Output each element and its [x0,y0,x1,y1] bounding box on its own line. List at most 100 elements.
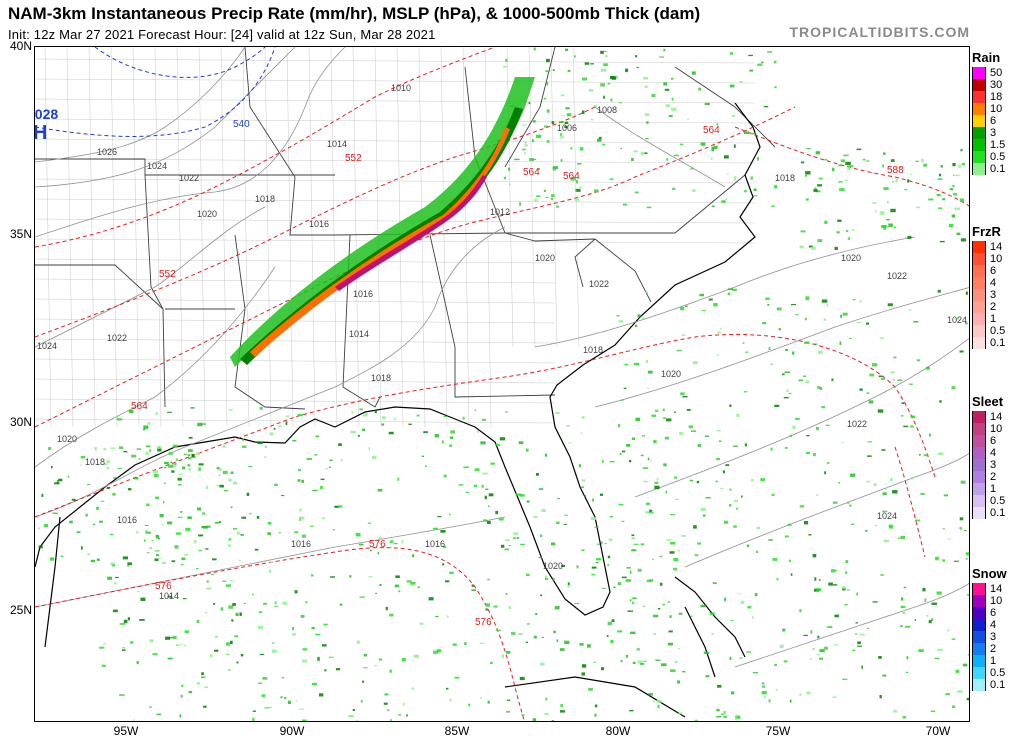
legend-swatch [972,151,986,163]
isobar-label: 1018 [85,457,105,467]
lon-label-95w: 95W [113,724,139,738]
legend-label: 6 [990,607,997,619]
legend-row: 6 [972,265,1024,277]
isobar-label: 1014 [159,591,179,601]
legend-swatch [972,163,986,175]
legend-swatch [972,91,986,103]
legend-title: Rain [972,50,1001,65]
isobar-label: 1026 [97,147,117,157]
legend-label: 6 [990,435,997,447]
thickness-label: 564 [563,171,580,182]
legend-label: 14 [990,583,1003,595]
isobars [35,47,969,668]
legend-label: 6 [990,115,997,127]
legend-row: 4 [972,619,1024,631]
thickness-label: 576 [369,539,386,550]
isobar-label: 1020 [543,561,563,571]
legend-label: 3 [990,127,997,139]
isobar-label: 1024 [147,161,167,171]
legend-label: 0.1 [990,679,1006,691]
legend-label: 3 [990,289,997,301]
legend-label: 0.1 [990,337,1006,349]
cold-thickness-line [35,47,276,137]
legend-swatch [972,127,986,139]
legend-title: FrzR [972,224,1001,239]
isobar-label: 1014 [349,329,369,339]
isobar-label: 1016 [353,289,373,299]
thickness-label: 540 [233,119,250,130]
legend-title: Snow [972,566,1007,581]
isobar-label: 1012 [490,207,510,217]
legend-swatch [972,655,986,667]
legend-row: 2 [972,471,1024,483]
legend-swatch [972,115,986,127]
legend-row: 50 [972,67,1024,79]
legend-label: 0.1 [990,163,1006,175]
legend-label: 4 [990,619,997,631]
legend-row: 0.5 [972,495,1024,507]
legend-swatch [972,67,986,79]
legend-label: 10 [990,253,1003,265]
thickness-labels: 540 552 552 564 564 564 564 576 576 576 … [131,119,904,628]
legend-swatch [972,241,986,253]
thickness-label: 576 [155,581,172,592]
map-canvas: 1028 H 1026 1024 1022 1020 1018 1016 101… [35,47,969,721]
legend-row: 14 [972,411,1024,423]
thickness-label: 552 [159,269,176,280]
legend-swatch [972,631,986,643]
isobar-label: 1018 [255,194,275,204]
legend-swatch [972,495,986,507]
legend-row: 18 [972,91,1024,103]
legend-label: 1 [990,483,997,495]
isobar-label: 1016 [425,539,445,549]
isobar-label: 1018 [775,173,795,183]
isobar-label: 1022 [179,173,199,183]
lon-label-80w: 80W [605,724,631,738]
isobar-label: 1022 [847,419,867,429]
isobar-label: 1020 [661,369,681,379]
legend-swatch [972,471,986,483]
legend-swatch [972,619,986,631]
legend-row: 2 [972,643,1024,655]
isobar-label: 1022 [887,271,907,281]
legend-row: 4 [972,277,1024,289]
legend-row: 0.5 [972,325,1024,337]
legend-label: 4 [990,277,997,289]
legend-title: Sleet [972,394,1004,409]
isobar-label: 1022 [589,279,609,289]
legend-label: 10 [990,103,1003,115]
legend-row: 3 [972,631,1024,643]
legend-row: 14 [972,583,1024,595]
lon-label-85w: 85W [444,724,470,738]
legend-label: 0.5 [990,151,1006,163]
legend-row: 14 [972,241,1024,253]
legend-swatch [972,595,986,607]
isobar-label: 1020 [57,434,77,444]
legend-row: 1.5 [972,139,1024,151]
legend-label: 2 [990,643,997,655]
isobar-label: 1016 [309,219,329,229]
lat-label-35n: 35N [9,227,32,241]
isobar-label: 1014 [327,139,347,149]
legend-row: 0.1 [972,507,1024,519]
isobar-label: 1018 [371,373,391,383]
legend-swatch [972,325,986,337]
lon-label-70w: 70W [925,724,951,738]
high-pressure-letter: H [35,122,47,144]
legend-label: 1.5 [990,139,1006,151]
legend-swatch [972,265,986,277]
isobar-label: 1010 [391,83,411,93]
legend-swatch [972,583,986,595]
legend-swatch [972,679,986,691]
legend-rain: Rain 50 30 18 10 6 3 1.5 0.5 0.1 [972,50,1024,175]
legend-row: 10 [972,103,1024,115]
legend-label: 0.5 [990,667,1006,679]
frontal-rain-band [230,77,535,367]
legend-row: 0.1 [972,337,1024,349]
lat-label-40n: 40N [9,39,32,53]
isobar-label: 1020 [535,253,555,263]
run-info: Init: 12z Mar 27 2021 Forecast Hour: [24… [8,27,436,42]
legend-label: 2 [990,471,997,483]
legend-row: 10 [972,253,1024,265]
legend-label: 4 [990,447,997,459]
